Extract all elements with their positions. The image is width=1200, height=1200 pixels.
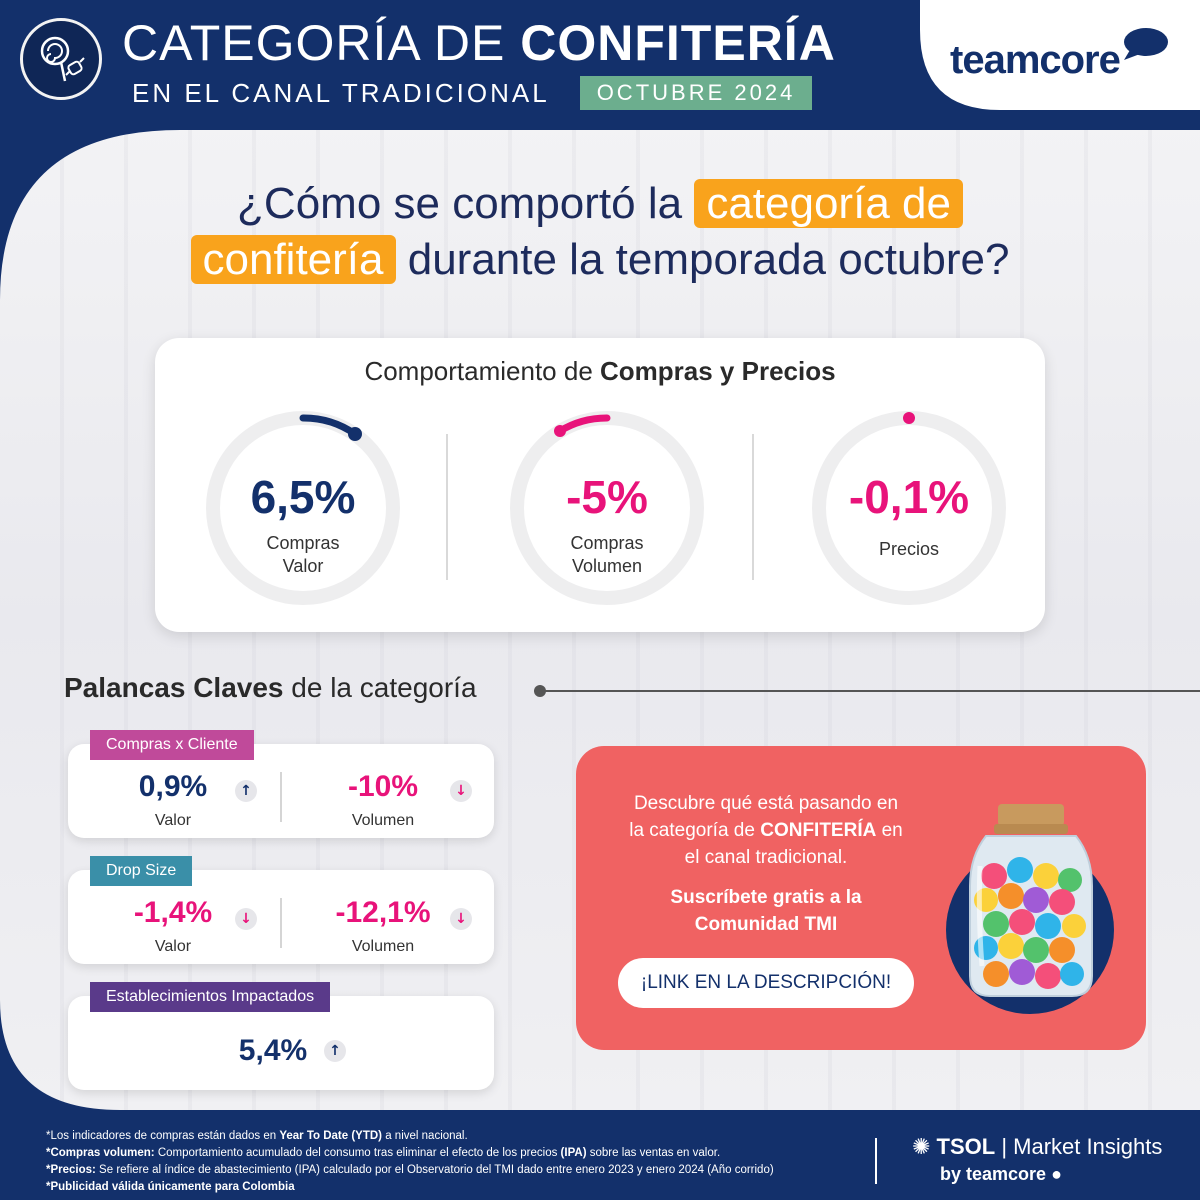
- gauge-label: Precios: [878, 539, 940, 559]
- purchases-card-title: Comportamiento de Compras y Precios: [364, 356, 836, 386]
- levers-heading: Palancas Claves de la categoría: [64, 672, 477, 703]
- divider: [280, 898, 282, 948]
- lever-value: 5,4%: [238, 1034, 308, 1067]
- lever-value: -1,4%: [133, 896, 213, 929]
- lever-tag: Establecimientos Impactados: [90, 982, 331, 1012]
- page-subtitle: EN EL CANAL TRADICIONAL: [132, 78, 550, 108]
- divider: [280, 772, 282, 822]
- candy-lollipop-icon: [20, 18, 102, 100]
- highlight-confiteria: confitería: [190, 235, 396, 284]
- lever-value: -12,1%: [335, 896, 431, 929]
- lever-label: Volumen: [351, 938, 415, 955]
- lever-label: Valor: [154, 812, 192, 829]
- lever-tag: Compras x Cliente: [90, 730, 254, 760]
- promo-cta-text: Suscríbete gratis a la Comunidad TMI: [670, 887, 862, 935]
- lever-tag: Drop Size: [90, 856, 193, 886]
- gauge-compras-valor: 6,5% Compras Valor: [203, 408, 403, 608]
- footer-notes: *Los indicadores de compras están dados …: [46, 1130, 774, 1193]
- gauge-label: Compras Valor: [266, 533, 340, 576]
- lever-establecimientos: Establecimientos Impactados 5,4% ↑: [68, 982, 494, 1090]
- footer-divider: [875, 1138, 877, 1184]
- arrow-up-icon: ↑: [324, 1040, 346, 1062]
- promo-text: Descubre qué está pasando en la categorí…: [629, 793, 903, 868]
- lever-value: -10%: [347, 770, 419, 803]
- footer-by-brand: by teamcore ●: [940, 1164, 1062, 1184]
- footer: *Los indicadores de compras están dados …: [0, 1120, 1200, 1200]
- lever-label: Volumen: [351, 812, 415, 829]
- footer-brand: ✺ TSOL | Market Insights: [912, 1134, 1163, 1159]
- link-description-button[interactable]: ¡LINK EN LA DESCRIPCIÓN!: [618, 958, 914, 1008]
- lever-label: Valor: [154, 938, 192, 955]
- highlight-category: categoría de: [694, 179, 963, 228]
- question-heading: ¿Cómo se comportó la categoría de confit…: [60, 176, 1140, 288]
- gauge-value: -5%: [566, 471, 648, 523]
- gauge-value: -0,1%: [848, 471, 970, 523]
- chat-bubble-icon: ●: [1051, 1164, 1062, 1184]
- gauge-compras-volumen: -5% Compras Volumen: [507, 408, 707, 608]
- chat-bubble-icon: [1124, 28, 1168, 60]
- candy-jar-icon: [969, 804, 1093, 997]
- arrow-up-icon: ↑: [235, 780, 257, 802]
- lever-value: 0,9%: [138, 770, 208, 803]
- lever-drop-size: Drop Size -1,4% ↓ Valor -12,1% ↓ Volumen: [68, 856, 494, 964]
- arrow-down-icon: ↓: [235, 908, 257, 930]
- month-badge: OCTUBRE 2024: [580, 76, 812, 110]
- arrow-down-icon: ↓: [450, 780, 472, 802]
- gauge-label: Compras Volumen: [570, 533, 644, 576]
- divider: [446, 434, 448, 580]
- tsol-logo-icon: ✺: [912, 1134, 937, 1159]
- levers-line: [540, 690, 1200, 692]
- lever-compras-cliente: Compras x Cliente 0,9% ↑ Valor -10% ↓ Vo…: [68, 730, 494, 838]
- gauge-precios: -0,1% Precios: [809, 408, 1009, 608]
- purchases-card: Comportamiento de Compras y Precios 6,5%…: [155, 338, 1045, 632]
- arrow-down-icon: ↓: [450, 908, 472, 930]
- divider: [752, 434, 754, 580]
- gauge-value: 6,5%: [250, 471, 356, 523]
- promo-card: Descubre qué está pasando en la categorí…: [576, 746, 1146, 1050]
- brand-logo: teamcore: [950, 28, 1168, 83]
- page-title: CATEGORÍA DE CONFITERÍA: [122, 15, 836, 71]
